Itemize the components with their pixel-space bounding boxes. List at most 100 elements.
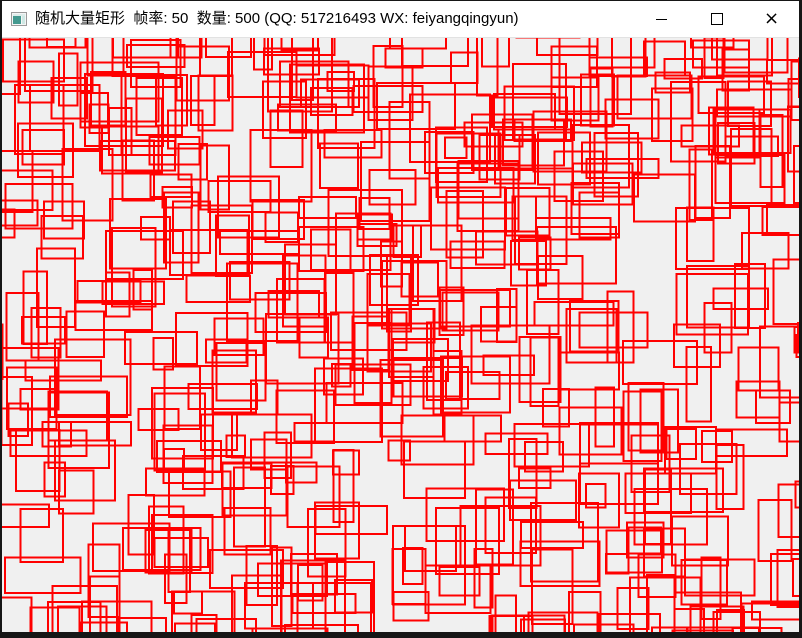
random-rectangle xyxy=(457,160,520,220)
random-rectangle xyxy=(221,461,288,517)
random-rectangle xyxy=(331,363,352,388)
random-rectangle xyxy=(578,421,660,465)
random-rectangle xyxy=(58,420,133,447)
random-rectangle xyxy=(296,582,372,632)
random-rectangle xyxy=(177,143,208,181)
random-rectangle xyxy=(688,148,713,222)
random-rectangle xyxy=(765,204,799,237)
random-rectangle xyxy=(558,406,623,456)
random-rectangle xyxy=(388,101,431,180)
random-rectangle xyxy=(199,144,231,211)
random-rectangle xyxy=(300,78,361,108)
titlebar[interactable]: 随机大量矩形 帧率: 50 数量: 500 (QQ: 517216493 WX:… xyxy=(2,1,799,37)
minimize-button[interactable] xyxy=(634,1,689,37)
random-rectangle xyxy=(313,501,360,560)
random-rectangle xyxy=(795,334,799,359)
maximize-button[interactable] xyxy=(689,1,744,37)
random-rectangle xyxy=(139,215,172,241)
random-rectangle xyxy=(519,618,566,632)
random-rectangle xyxy=(400,261,440,298)
random-rectangle xyxy=(593,132,640,198)
random-rectangle xyxy=(219,229,301,255)
random-rectangle xyxy=(187,383,259,410)
random-rectangle xyxy=(325,382,404,425)
random-rectangle xyxy=(387,439,411,462)
rectangles-layer xyxy=(2,38,799,632)
random-rectangle xyxy=(390,307,436,344)
random-rectangle xyxy=(484,432,549,456)
random-rectangle xyxy=(403,525,458,573)
random-rectangle xyxy=(441,291,500,332)
random-rectangle xyxy=(391,548,427,605)
random-rectangle xyxy=(169,38,203,59)
random-rectangle xyxy=(459,505,542,567)
close-button[interactable]: × xyxy=(744,1,799,37)
random-rectangle xyxy=(585,158,660,179)
random-rectangle xyxy=(314,367,384,443)
random-rectangle xyxy=(409,93,491,163)
close-icon: × xyxy=(763,8,780,29)
random-rectangle xyxy=(680,124,740,148)
random-rectangle xyxy=(151,387,215,460)
random-rectangle xyxy=(46,38,77,48)
random-rectangle xyxy=(2,150,34,213)
random-rectangle xyxy=(40,215,84,260)
random-rectangle xyxy=(793,325,799,354)
random-rectangle xyxy=(755,389,791,425)
random-rectangle xyxy=(578,311,649,349)
random-rectangle xyxy=(264,313,340,385)
window-controls: × xyxy=(634,1,799,37)
random-rectangle xyxy=(261,80,307,139)
random-rectangle xyxy=(310,228,352,271)
random-rectangle xyxy=(263,38,336,57)
random-rectangle xyxy=(403,440,467,499)
random-rectangle xyxy=(124,331,198,365)
random-rectangle xyxy=(664,426,718,475)
random-rectangle xyxy=(689,605,745,632)
random-rectangle xyxy=(19,387,60,411)
random-rectangle xyxy=(511,62,567,141)
random-rectangle xyxy=(606,290,635,364)
random-rectangle xyxy=(557,351,621,391)
random-rectangle xyxy=(298,316,330,359)
random-rectangle xyxy=(519,540,601,587)
random-rectangle xyxy=(116,617,167,632)
random-rectangle xyxy=(333,579,373,614)
random-rectangle xyxy=(671,515,730,567)
random-rectangle xyxy=(76,280,142,304)
random-rectangle xyxy=(167,527,192,594)
random-rectangle xyxy=(527,611,599,632)
random-rectangle xyxy=(199,38,234,78)
random-rectangle xyxy=(211,349,257,414)
random-rectangle xyxy=(425,487,505,543)
random-rectangle xyxy=(571,162,634,206)
random-rectangle xyxy=(185,274,251,304)
random-rectangle xyxy=(352,85,424,114)
random-rectangle xyxy=(269,464,295,496)
random-rectangle xyxy=(792,558,799,598)
random-rectangle xyxy=(168,470,232,519)
random-rectangle xyxy=(633,173,697,223)
random-rectangle xyxy=(43,461,66,498)
random-rectangle xyxy=(86,38,125,77)
random-rectangle xyxy=(283,624,359,632)
random-rectangle xyxy=(54,338,132,417)
random-rectangle xyxy=(686,265,751,329)
random-rectangle xyxy=(735,380,781,419)
random-rectangle xyxy=(449,240,506,270)
random-rectangle xyxy=(327,189,404,258)
random-rectangle xyxy=(622,390,663,462)
random-rectangle xyxy=(669,80,727,163)
random-rectangle xyxy=(163,553,188,605)
random-rectangle xyxy=(644,468,673,546)
random-rectangle xyxy=(533,301,615,327)
random-rectangle xyxy=(298,226,365,273)
random-rectangle xyxy=(412,224,463,303)
random-rectangle xyxy=(616,587,650,630)
random-rectangle xyxy=(41,421,73,448)
random-rectangle xyxy=(127,493,155,556)
random-rectangle xyxy=(712,287,770,310)
random-rectangle xyxy=(322,357,364,396)
random-rectangle xyxy=(121,527,202,572)
random-rectangle xyxy=(243,582,315,630)
